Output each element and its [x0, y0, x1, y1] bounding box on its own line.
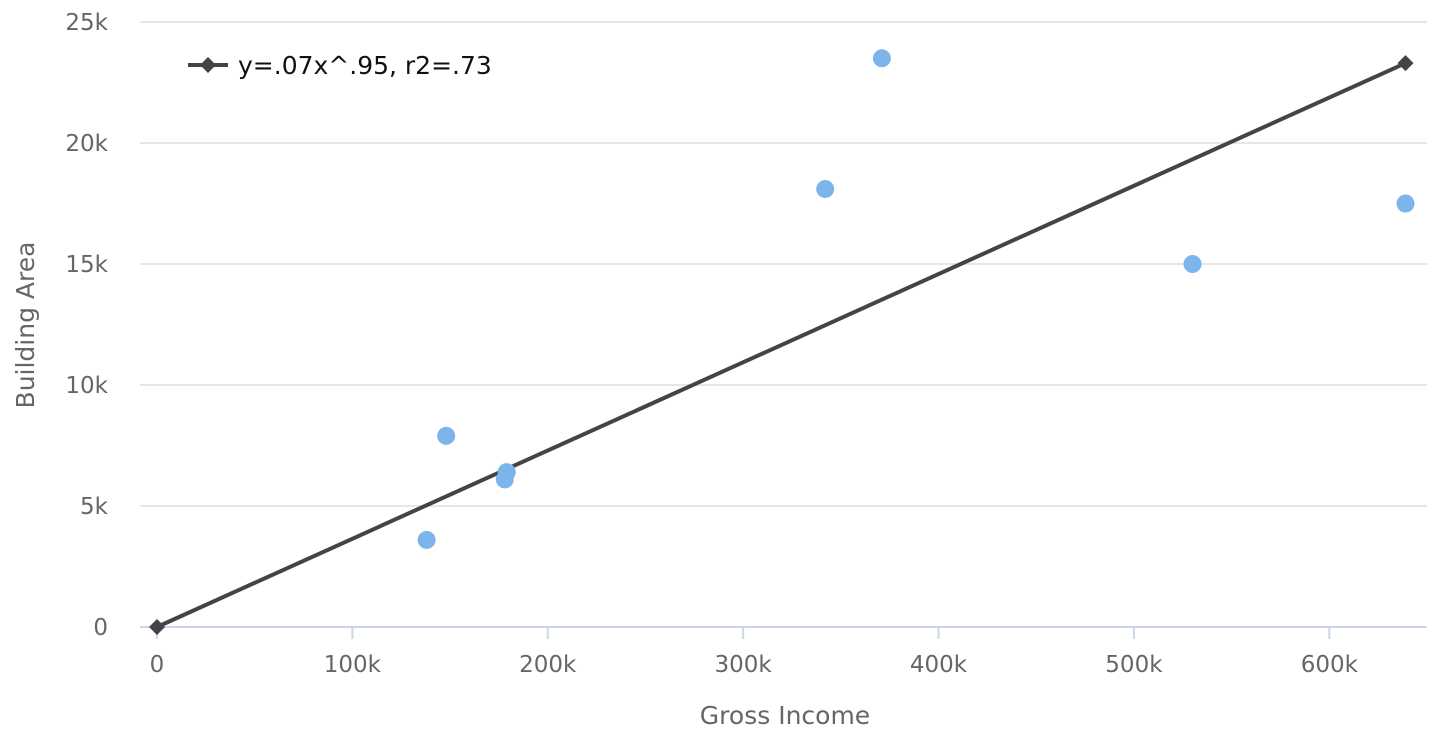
- grid-layer: [140, 21, 1427, 507]
- x-tick-label: 600k: [1301, 652, 1359, 678]
- trendline: [156, 61, 1407, 629]
- x-tick-label: 400k: [910, 652, 968, 678]
- legend-diamond-icon: [200, 57, 216, 73]
- x-tick-label: 0: [150, 652, 165, 678]
- legend[interactable]: y=.07x^.95, r2=.73: [188, 51, 492, 80]
- scatter-point[interactable]: [437, 426, 456, 445]
- scatter-point[interactable]: [1183, 255, 1202, 273]
- legend-item-trendline: y=.07x^.95, r2=.73: [238, 51, 492, 80]
- trendline-diamond-marker[interactable]: [1397, 55, 1414, 72]
- x-tick-label: 200k: [519, 652, 577, 678]
- y-tick-label: 10k: [65, 373, 108, 399]
- y-tick-label: 25k: [65, 10, 108, 36]
- y-tick-label: 5k: [80, 494, 109, 520]
- scatter-point[interactable]: [1396, 194, 1415, 213]
- x-tick-label: 100k: [324, 652, 382, 678]
- y-axis-title: Building Area: [11, 242, 40, 409]
- series-layer: [149, 49, 1415, 635]
- x-axis-title: Gross Income: [700, 701, 870, 730]
- trendline-diamond-marker[interactable]: [149, 619, 165, 635]
- x-tick-label: 300k: [715, 652, 773, 678]
- y-tick-label: 15k: [65, 252, 108, 278]
- y-tick-label: 0: [93, 615, 108, 641]
- scatter-point[interactable]: [872, 49, 891, 68]
- y-tick-label: 20k: [65, 131, 108, 157]
- scatter-point[interactable]: [497, 463, 516, 482]
- scatter-point[interactable]: [417, 530, 436, 549]
- x-tick-label: 500k: [1105, 652, 1163, 678]
- scatter-point[interactable]: [816, 179, 835, 198]
